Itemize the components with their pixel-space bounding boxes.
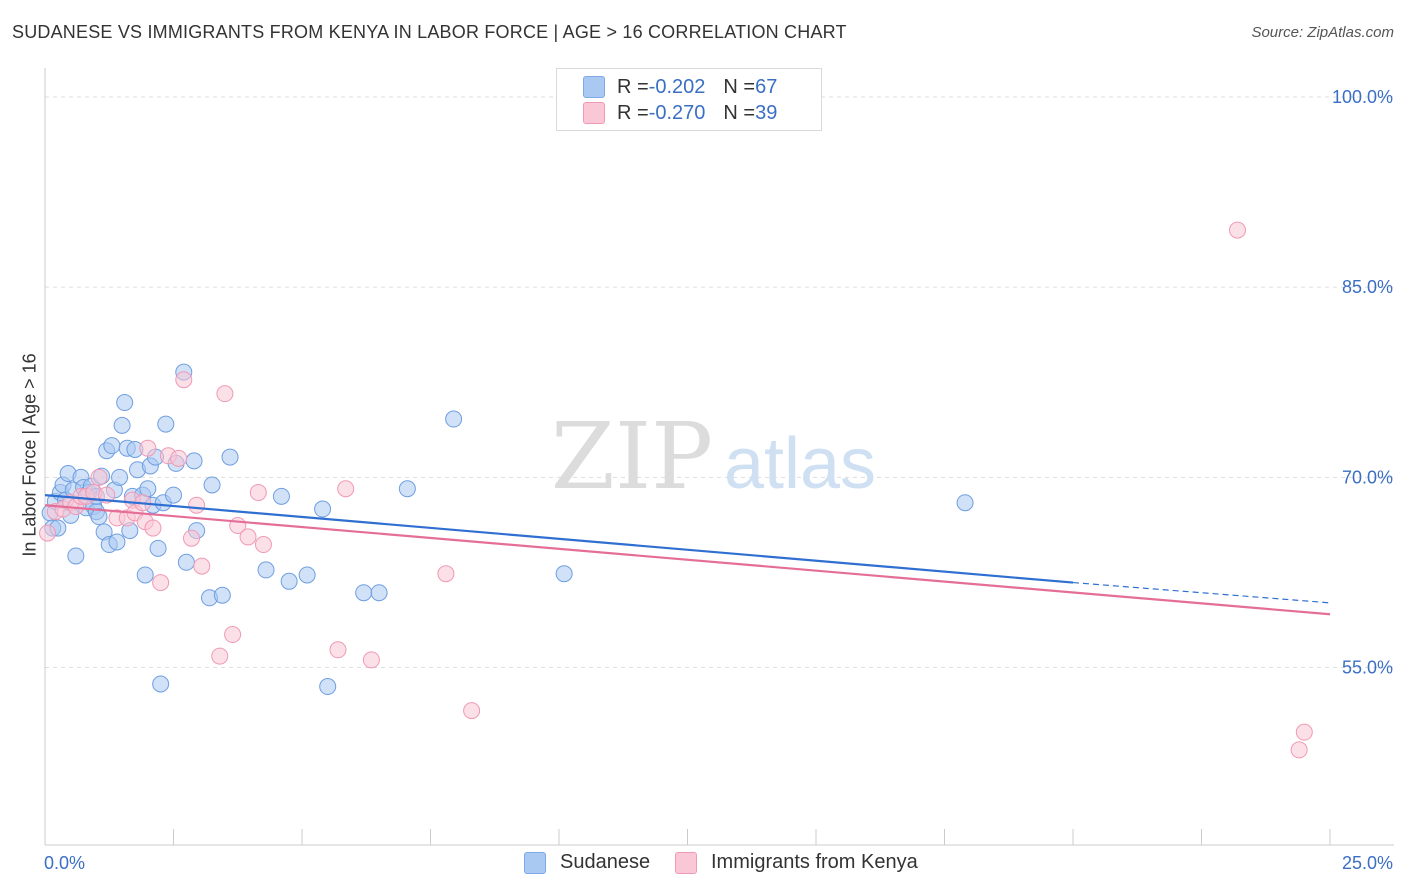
point-kenya [329, 641, 347, 659]
legend-r-value: -0.202 [648, 75, 706, 98]
point-sudanese [272, 487, 290, 505]
point-kenya [463, 702, 481, 720]
point-sudanese [116, 394, 134, 412]
legend-n-label: N = [723, 101, 756, 124]
data-points [39, 221, 1313, 759]
point-kenya [1290, 741, 1308, 759]
point-sudanese [103, 437, 121, 455]
point-kenya [437, 565, 455, 583]
legend-r-value: -0.270 [648, 101, 706, 124]
point-sudanese [157, 415, 175, 433]
trend-line-sudanese-extension [1072, 581, 1331, 604]
trend-line-sudanese [44, 493, 1074, 584]
point-sudanese [165, 486, 182, 504]
point-kenya [224, 626, 242, 644]
point-kenya [239, 528, 257, 546]
series-swatch-kenya [675, 851, 697, 874]
legend-swatch-kenya [583, 102, 605, 124]
series-legend-kenya[interactable]: Immigrants from Kenya [675, 851, 918, 874]
point-sudanese [298, 566, 316, 584]
chart-title: SUDANESE VS IMMIGRANTS FROM KENYA IN LAB… [12, 22, 847, 42]
legend-row-sudanese: R = -0.202 N = 67 [583, 74, 777, 100]
legend-row-kenya: R = -0.270 N = 39 [583, 100, 777, 126]
point-kenya [211, 647, 229, 665]
point-kenya [90, 468, 108, 486]
point-kenya [144, 519, 162, 537]
trend-line-kenya [44, 504, 1331, 616]
series-label-sudanese: Sudanese [560, 851, 651, 873]
point-sudanese [314, 500, 332, 518]
point-sudanese [108, 533, 126, 551]
tick-labels: 100.0% 85.0% 70.0% 55.0% 0.0% 25.0% [44, 87, 1393, 873]
point-sudanese [113, 416, 131, 434]
point-kenya [254, 536, 272, 554]
series-label-kenya: Immigrants from Kenya [711, 851, 918, 873]
point-kenya [39, 524, 57, 542]
source-credit: Source: ZipAtlas.com [1251, 24, 1394, 41]
point-sudanese [257, 561, 275, 579]
point-kenya [337, 480, 355, 498]
point-kenya [182, 529, 200, 547]
series-legend-sudanese[interactable]: Sudanese [524, 851, 650, 874]
point-sudanese [185, 452, 203, 470]
watermark-atlas: atlas [724, 424, 876, 504]
point-kenya [216, 385, 234, 403]
axes [44, 68, 1394, 846]
point-sudanese [111, 468, 129, 486]
point-sudanese [213, 586, 231, 604]
stats-legend: R = -0.202 N = 67 R = -0.270 N = 39 [556, 68, 822, 131]
point-sudanese [370, 584, 388, 602]
point-kenya [175, 371, 193, 389]
legend-n-label: N = [723, 75, 756, 98]
point-sudanese [956, 494, 974, 512]
point-kenya [152, 574, 170, 592]
legend-r-label: R = [617, 101, 649, 124]
y-tick-label: 100.0% [1332, 87, 1393, 107]
point-sudanese [221, 448, 239, 466]
point-sudanese [90, 508, 108, 526]
point-sudanese [152, 675, 170, 693]
point-sudanese [203, 476, 221, 494]
point-kenya [1295, 723, 1313, 741]
legend-n-value: 39 [755, 101, 778, 124]
point-kenya [249, 484, 267, 502]
point-sudanese [319, 678, 337, 696]
point-kenya [193, 557, 211, 575]
point-kenya [1228, 221, 1246, 239]
series-swatch-sudanese [524, 851, 546, 874]
x-tick-label: 0.0% [44, 853, 85, 873]
x-tick-label: 25.0% [1342, 853, 1393, 873]
y-tick-label: 70.0% [1342, 467, 1393, 487]
series-legend: Sudanese Immigrants from Kenya [0, 851, 1406, 877]
legend-n-value: 67 [755, 75, 778, 98]
legend-r-label: R = [617, 75, 649, 98]
point-kenya [188, 496, 206, 514]
point-sudanese [398, 480, 416, 498]
point-kenya [139, 439, 157, 457]
trend-lines [44, 493, 1331, 616]
point-sudanese [555, 565, 573, 583]
point-sudanese [445, 410, 463, 428]
point-sudanese [149, 539, 167, 557]
point-kenya [362, 651, 380, 669]
point-sudanese [280, 572, 298, 590]
point-sudanese [67, 547, 85, 565]
y-axis-label: In Labor Force | Age > 16 [19, 353, 40, 557]
y-tick-label: 55.0% [1342, 658, 1393, 678]
point-sudanese [177, 553, 195, 571]
gridlines [45, 96, 1394, 669]
legend-swatch-sudanese [583, 76, 605, 98]
y-tick-label: 85.0% [1342, 277, 1393, 297]
watermark-zip: ZIP [551, 403, 713, 510]
point-sudanese [136, 566, 154, 584]
watermark: ZIP atlas [551, 403, 876, 510]
point-sudanese [355, 584, 373, 602]
point-kenya [170, 449, 188, 467]
